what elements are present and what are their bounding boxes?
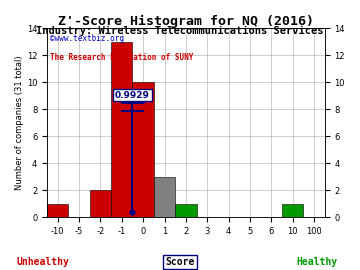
Bar [282,204,303,217]
Text: Unhealthy: Unhealthy [17,257,69,267]
Text: Industry: Wireless Telecommunications Services: Industry: Wireless Telecommunications Se… [36,26,324,36]
Bar [154,177,175,217]
Text: ©www.textbiz.org: ©www.textbiz.org [50,34,124,43]
Bar [111,42,132,217]
Text: 0.9929: 0.9929 [115,91,150,100]
Bar [90,190,111,217]
Bar [175,204,197,217]
Y-axis label: Number of companies (31 total): Number of companies (31 total) [15,55,24,190]
Bar [47,204,68,217]
Text: Score: Score [165,257,195,267]
Title: Z'-Score Histogram for NQ (2016): Z'-Score Histogram for NQ (2016) [58,15,314,28]
Text: The Research Foundation of SUNY: The Research Foundation of SUNY [50,53,193,62]
Bar [132,82,154,217]
Text: Healthy: Healthy [296,257,337,267]
